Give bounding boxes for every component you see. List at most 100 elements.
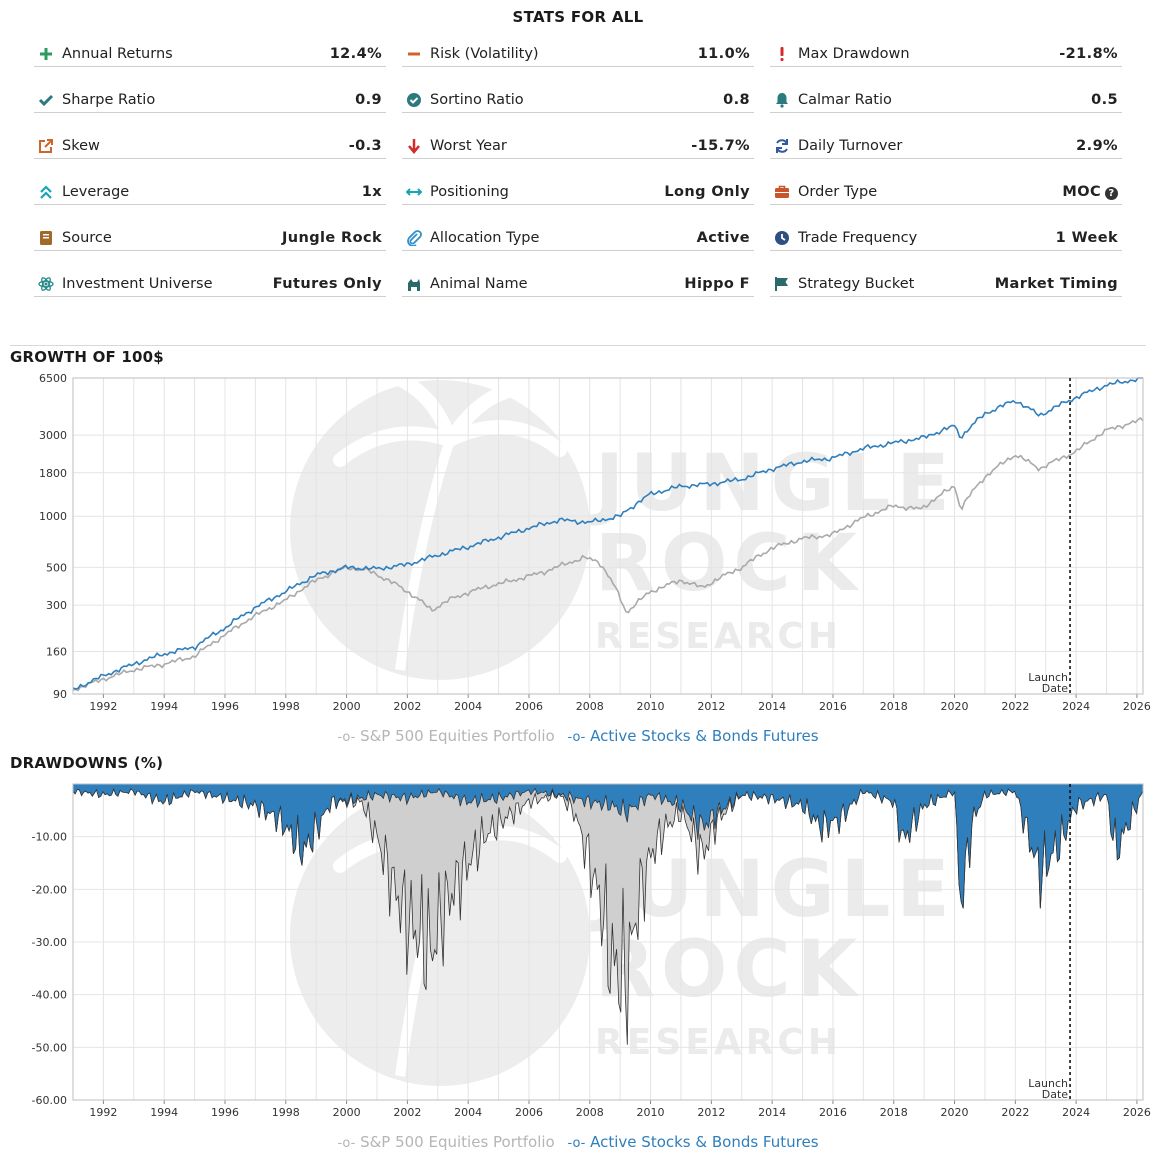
x-tick-label: 2026 bbox=[1123, 700, 1151, 713]
x-tick-label: 2006 bbox=[515, 700, 543, 713]
sync-icon bbox=[774, 138, 790, 154]
stat-value: Active bbox=[696, 229, 750, 246]
arrow-down-icon bbox=[406, 138, 422, 154]
stat-leverage: Leverage 1x bbox=[34, 179, 386, 205]
watermark-line3: RESEARCH bbox=[595, 616, 842, 657]
legend-active[interactable]: -o- Active Stocks & Bonds Futures bbox=[568, 727, 819, 745]
x-tick-label: 2012 bbox=[697, 700, 725, 713]
external-link-icon bbox=[38, 138, 54, 154]
paperclip-icon bbox=[406, 229, 422, 246]
x-tick-label: 1996 bbox=[211, 1106, 239, 1119]
sp500-line bbox=[72, 416, 1144, 692]
launch-label-line1: Launch bbox=[1028, 671, 1068, 684]
y-tick-label: -40.00 bbox=[32, 989, 67, 1002]
stat-investment-universe: Investment Universe Futures Only bbox=[34, 271, 386, 297]
stat-label: Annual Returns bbox=[62, 45, 173, 62]
stat-label: Trade Frequency bbox=[798, 229, 918, 246]
stat-sharpe-ratio: Sharpe Ratio 0.9 bbox=[34, 87, 386, 113]
legend-active[interactable]: -o- Active Stocks & Bonds Futures bbox=[568, 1133, 819, 1151]
stat-value: MOC? bbox=[1062, 184, 1122, 200]
plot-border bbox=[72, 783, 1144, 1101]
stat-source: Source Jungle Rock bbox=[34, 225, 386, 251]
check-circle-icon bbox=[406, 92, 422, 108]
legend-sp500-label: S&P 500 Equities Portfolio bbox=[360, 1133, 555, 1151]
watermark-line2: ROCK bbox=[595, 519, 863, 609]
minus-icon bbox=[406, 46, 422, 62]
x-tick-label: 2022 bbox=[1001, 700, 1029, 713]
stat-order-type: Order Type MOC? bbox=[770, 179, 1122, 205]
stat-label: Skew bbox=[62, 137, 100, 154]
y-tick-label: 1800 bbox=[39, 467, 67, 480]
stat-trade-frequency: Trade Frequency 1 Week bbox=[770, 225, 1122, 251]
palm-tree-icon bbox=[395, 438, 455, 671]
legend-sp500-label: S&P 500 Equities Portfolio bbox=[360, 727, 555, 745]
stat-value: -15.7% bbox=[691, 137, 750, 154]
stat-positioning: Positioning Long Only bbox=[402, 179, 754, 205]
stat-label: Animal Name bbox=[430, 275, 528, 292]
watermark-circle bbox=[290, 786, 590, 1086]
stat-label: Max Drawdown bbox=[798, 45, 910, 62]
y-tick-label: 3000 bbox=[39, 429, 67, 442]
y-tick-label: -20.00 bbox=[32, 883, 67, 896]
launch-label-line2: Date bbox=[1042, 682, 1069, 695]
x-tick-label: 2020 bbox=[941, 700, 969, 713]
stat-worst-year: Worst Year -15.7% bbox=[402, 133, 754, 159]
stat-value: 1 Week bbox=[1055, 229, 1118, 246]
x-tick-label: 2024 bbox=[1062, 700, 1090, 713]
stat-value: Jungle Rock bbox=[281, 229, 382, 246]
stat-sortino-ratio: Sortino Ratio 0.8 bbox=[402, 87, 754, 113]
book-icon bbox=[38, 230, 54, 246]
watermark-line1: JUNGLE bbox=[590, 845, 956, 935]
stat-label: Sharpe Ratio bbox=[62, 91, 156, 108]
arrows-horizontal-icon bbox=[406, 184, 422, 200]
growth-legend: -o- S&P 500 Equities Portfolio -o- Activ… bbox=[0, 727, 1156, 745]
x-tick-label: 1992 bbox=[89, 1106, 117, 1119]
legend-marker-icon: -o- bbox=[337, 730, 356, 745]
active-line bbox=[72, 377, 1143, 690]
x-tick-label: 2012 bbox=[697, 1106, 725, 1119]
stat-value: -21.8% bbox=[1059, 45, 1118, 62]
stat-strategy-bucket: Strategy Bucket Market Timing bbox=[770, 271, 1122, 297]
x-tick-label: 2016 bbox=[819, 700, 847, 713]
stat-value: 11.0% bbox=[697, 45, 750, 62]
legend-sp500[interactable]: -o- S&P 500 Equities Portfolio bbox=[337, 727, 554, 745]
double-chevron-up-icon bbox=[38, 184, 54, 200]
x-tick-label: 1998 bbox=[272, 700, 300, 713]
stat-value: 2.9% bbox=[1076, 137, 1118, 154]
x-tick-label: 1994 bbox=[150, 700, 178, 713]
stat-value: 1x bbox=[361, 183, 382, 200]
x-tick-label: 2000 bbox=[333, 700, 361, 713]
drawdown-legend: -o- S&P 500 Equities Portfolio -o- Activ… bbox=[0, 1133, 1156, 1151]
x-tick-label: 2014 bbox=[758, 700, 786, 713]
stat-calmar-ratio: Calmar Ratio 0.5 bbox=[770, 87, 1122, 113]
watermark-line3: RESEARCH bbox=[595, 1022, 842, 1063]
stat-value: Market Timing bbox=[994, 275, 1118, 292]
exclamation-icon bbox=[774, 46, 790, 62]
plus-icon bbox=[38, 46, 54, 62]
x-tick-label: 2004 bbox=[454, 700, 482, 713]
x-tick-label: 2010 bbox=[637, 1106, 665, 1119]
x-tick-label: 2022 bbox=[1001, 1106, 1029, 1119]
stat-label: Risk (Volatility) bbox=[430, 45, 539, 62]
help-icon[interactable]: ? bbox=[1105, 186, 1118, 200]
briefcase-icon bbox=[774, 184, 790, 200]
x-tick-label: 2016 bbox=[819, 1106, 847, 1119]
x-tick-label: 1998 bbox=[272, 1106, 300, 1119]
x-tick-label: 2018 bbox=[880, 1106, 908, 1119]
y-tick-label: -50.00 bbox=[32, 1041, 67, 1054]
stat-label: Worst Year bbox=[430, 137, 507, 154]
stat-label: Positioning bbox=[430, 183, 509, 200]
stat-value: 0.8 bbox=[723, 91, 750, 108]
legend-marker-icon: -o- bbox=[337, 1136, 356, 1151]
y-tick-label: 1000 bbox=[39, 510, 67, 523]
x-tick-label: 1994 bbox=[150, 1106, 178, 1119]
stat-label: Leverage bbox=[62, 183, 130, 200]
y-tick-label: 300 bbox=[46, 599, 67, 612]
x-tick-label: 2026 bbox=[1123, 1106, 1151, 1119]
animal-icon bbox=[406, 276, 422, 292]
y-tick-label: -30.00 bbox=[32, 936, 67, 949]
legend-active-label: Active Stocks & Bonds Futures bbox=[590, 727, 819, 745]
legend-sp500[interactable]: -o- S&P 500 Equities Portfolio bbox=[337, 1133, 554, 1151]
